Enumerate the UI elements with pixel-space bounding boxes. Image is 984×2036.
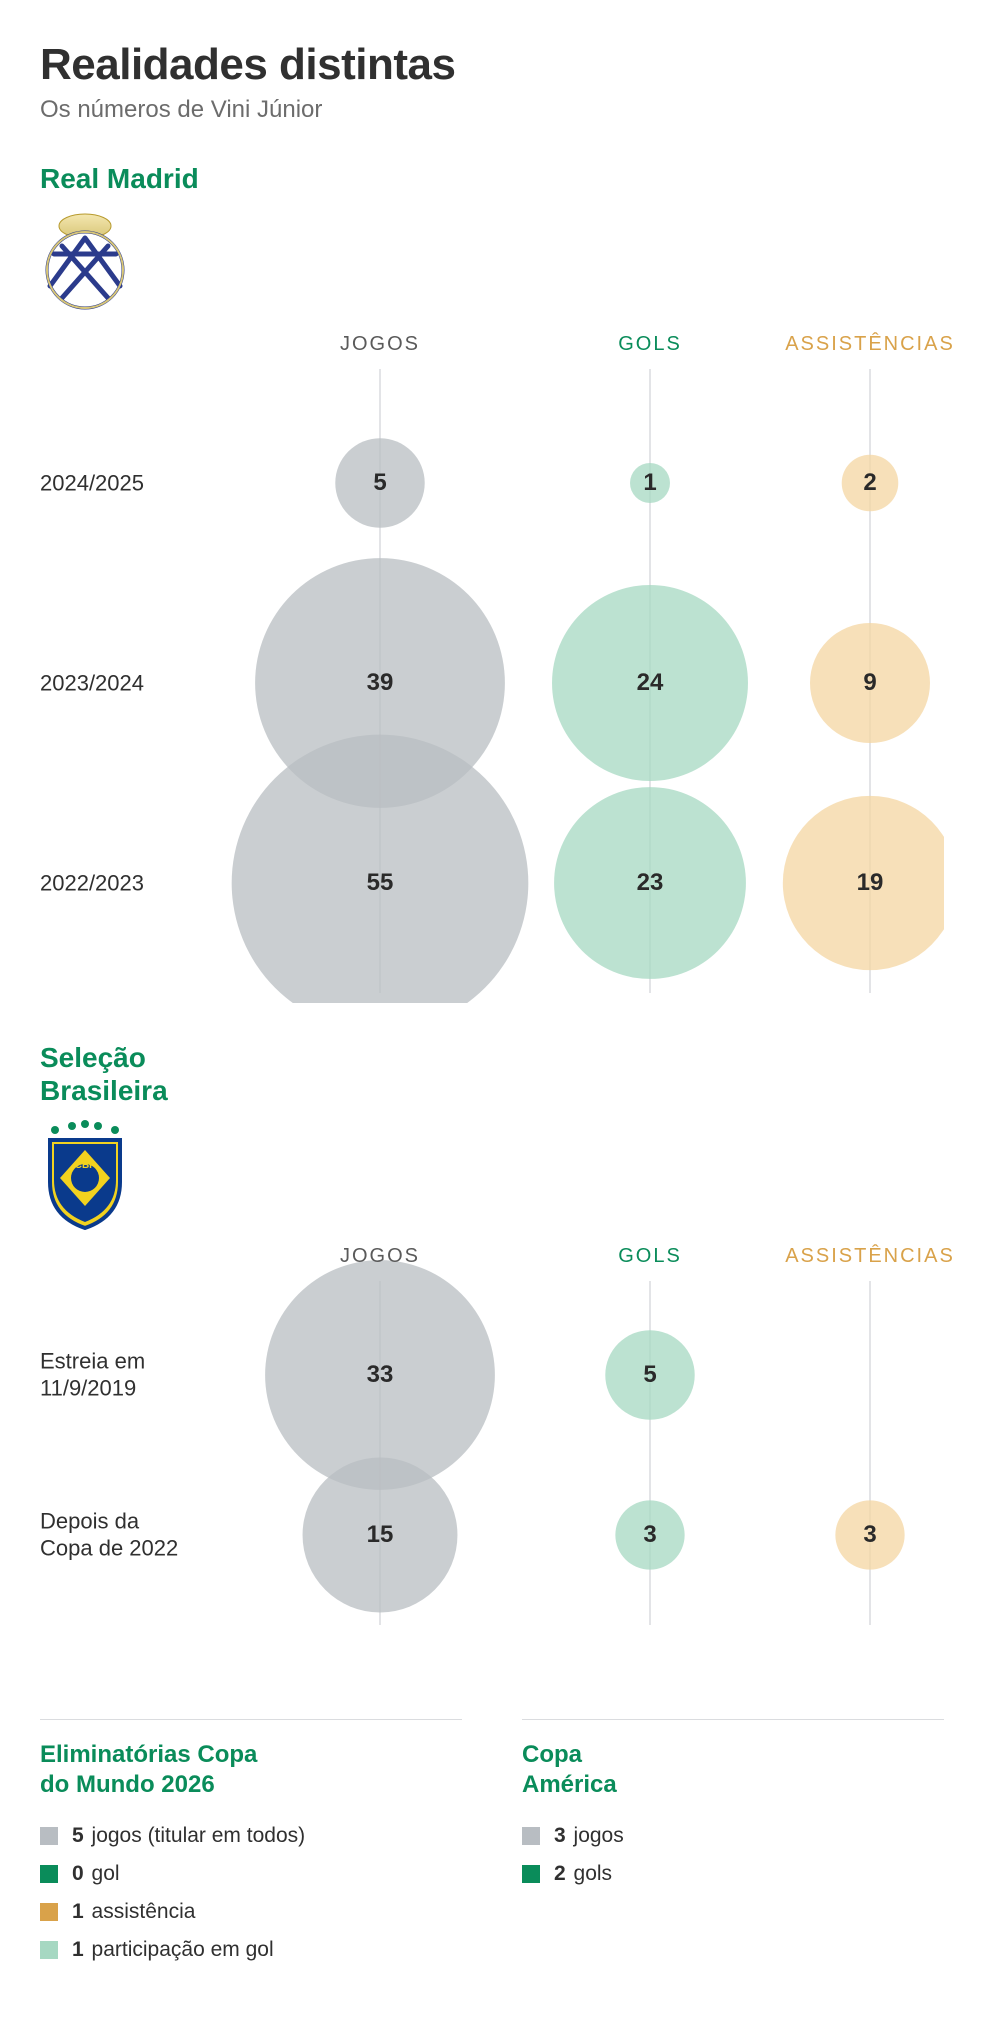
legend-swatch-icon	[40, 1865, 58, 1883]
bubble-jogos	[335, 438, 424, 527]
row-label: 2022/2023	[40, 869, 240, 897]
legend-item-text: jogos (titular em todos)	[92, 1824, 306, 1847]
page-title: Realidades distintas	[40, 40, 944, 90]
bubble-chart-br: JOGOSGOLSASSISTÊNCIASEstreia em11/9/2019…	[40, 1245, 944, 1635]
col-header-gols: GOLS	[618, 333, 682, 356]
bubble-assistencias	[835, 1500, 904, 1569]
bubble-gols	[554, 787, 746, 979]
row-label: Depois daCopa de 2022	[40, 1507, 240, 1562]
legend-left-title: Eliminatórias Copado Mundo 2026	[40, 1740, 462, 1800]
legend-swatch-icon	[40, 1903, 58, 1921]
bubble-assistencias	[842, 454, 899, 511]
legend-swatch-icon	[522, 1827, 540, 1845]
legend-block: Eliminatórias Copado Mundo 2026 5 jogos …	[40, 1695, 944, 1976]
legend-item-text: jogos	[574, 1824, 624, 1847]
real-madrid-logo-icon	[40, 208, 944, 323]
bubble-jogos	[265, 1260, 495, 1490]
legend-item-num: 0	[72, 1862, 84, 1885]
legend-item: 0 gol	[40, 1862, 462, 1886]
legend-item: 1 participação em gol	[40, 1938, 462, 1962]
bubble-gols	[630, 463, 670, 503]
col-header-assistencias: ASSISTÊNCIAS	[785, 1245, 955, 1268]
legend-item-num: 2	[554, 1862, 566, 1885]
legend-right: CopaAmérica 3 jogos 2 gols	[522, 1719, 944, 1976]
legend-swatch-icon	[40, 1827, 58, 1845]
page-subtitle: Os números de Vini Júnior	[40, 96, 944, 124]
legend-item: 2 gols	[522, 1862, 944, 1886]
legend-item-num: 1	[72, 1938, 84, 1961]
legend-item-num: 1	[72, 1900, 84, 1923]
bubble-gols	[605, 1330, 694, 1419]
legend-item-num: 5	[72, 1824, 84, 1847]
legend-left: Eliminatórias Copado Mundo 2026 5 jogos …	[40, 1719, 462, 1976]
legend-swatch-icon	[522, 1865, 540, 1883]
legend-item-text: assistência	[92, 1900, 196, 1923]
bubble-assistencias	[783, 795, 944, 969]
row-label: 2023/2024	[40, 669, 240, 697]
legend-swatch-icon	[40, 1941, 58, 1959]
cbf-logo-icon: CBF	[40, 1120, 944, 1235]
row-label: 2024/2025	[40, 469, 240, 497]
legend-item-text: gols	[574, 1862, 613, 1885]
svg-text:CBF: CBF	[75, 1160, 96, 1171]
legend-item-text: gol	[92, 1862, 120, 1885]
col-header-gols: GOLS	[618, 1245, 682, 1268]
bubble-chart-rm: JOGOSGOLSASSISTÊNCIAS2024/20255122023/20…	[40, 333, 944, 1003]
legend-item: 3 jogos	[522, 1824, 944, 1848]
row-label: Estreia em11/9/2019	[40, 1347, 240, 1402]
legend-item: 5 jogos (titular em todos)	[40, 1824, 462, 1848]
section-label-br: SeleçãoBrasileira	[40, 1041, 944, 1108]
bubble-gols	[552, 585, 748, 781]
legend-item-num: 3	[554, 1824, 566, 1847]
section-label-rm: Real Madrid	[40, 162, 944, 196]
legend-item: 1 assistência	[40, 1900, 462, 1924]
col-header-assistencias: ASSISTÊNCIAS	[785, 333, 955, 356]
bubble-jogos	[303, 1457, 458, 1612]
legend-right-title: CopaAmérica	[522, 1740, 944, 1800]
legend-item-text: participação em gol	[92, 1938, 274, 1961]
col-header-jogos: JOGOS	[340, 1245, 420, 1268]
col-header-jogos: JOGOS	[340, 333, 420, 356]
bubble-gols	[615, 1500, 684, 1569]
bubble-assistencias	[810, 623, 930, 743]
bubble-jogos	[232, 734, 529, 1002]
